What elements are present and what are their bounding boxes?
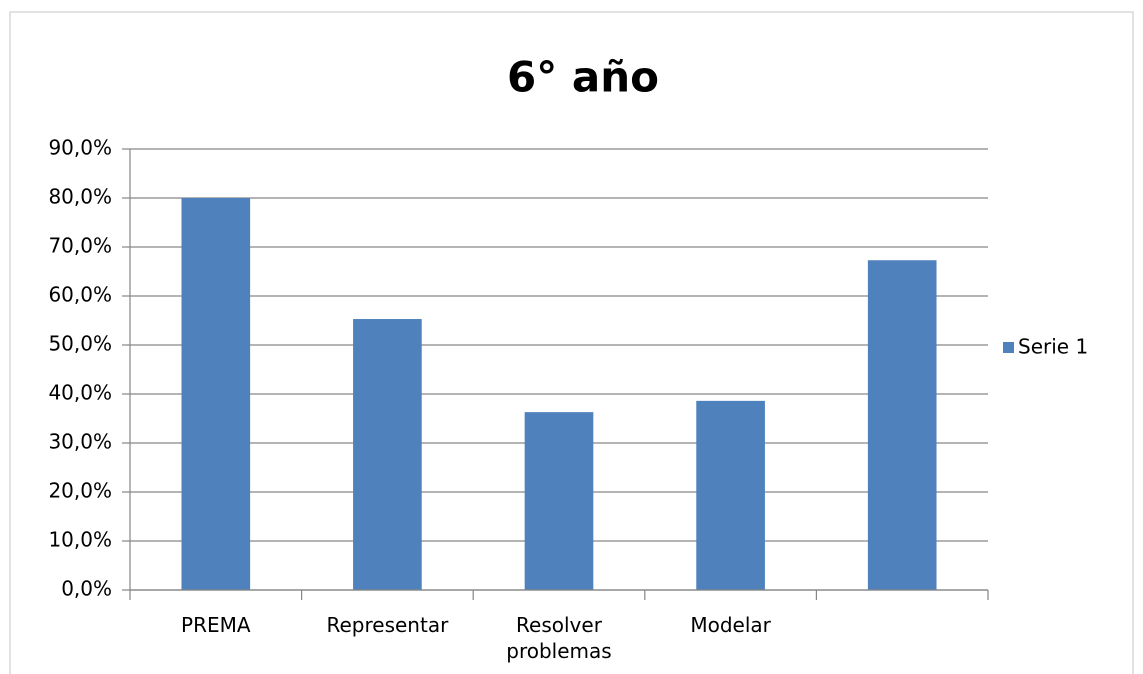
y-tick-label: 0,0% [61, 577, 112, 601]
bar [524, 412, 594, 590]
y-tick-label: 10,0% [48, 528, 112, 552]
y-tick-label: 20,0% [48, 479, 112, 503]
y-tick-label: 60,0% [48, 283, 112, 307]
chart-frame [9, 11, 1134, 674]
x-tick-label: Modelar [690, 613, 771, 637]
bar [181, 198, 251, 590]
x-tick-label: Resolver problemas [506, 613, 612, 663]
y-tick-label: 80,0% [48, 185, 112, 209]
legend-swatch [1003, 342, 1014, 353]
chart-title: 6° año [507, 53, 659, 102]
bar [353, 319, 422, 590]
bar [696, 400, 765, 590]
bar [867, 260, 937, 590]
y-tick-label: 90,0% [48, 136, 112, 160]
y-tick-label: 70,0% [48, 234, 112, 258]
legend-label: Serie 1 [1018, 335, 1088, 359]
x-tick-label: Representar [326, 613, 449, 637]
y-tick-label: 50,0% [48, 332, 112, 356]
x-tick-label: PREMA [181, 613, 251, 637]
y-tick-label: 40,0% [48, 381, 112, 405]
y-tick-label: 30,0% [48, 430, 112, 454]
